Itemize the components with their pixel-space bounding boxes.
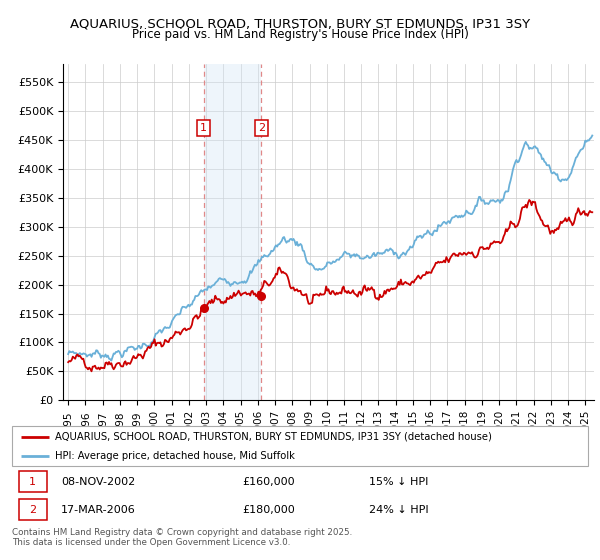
Text: AQUARIUS, SCHOOL ROAD, THURSTON, BURY ST EDMUNDS, IP31 3SY (detached house): AQUARIUS, SCHOOL ROAD, THURSTON, BURY ST…: [55, 432, 492, 442]
Text: 17-MAR-2006: 17-MAR-2006: [61, 505, 136, 515]
Text: Price paid vs. HM Land Registry's House Price Index (HPI): Price paid vs. HM Land Registry's House …: [131, 28, 469, 41]
Text: £180,000: £180,000: [242, 505, 295, 515]
Text: HPI: Average price, detached house, Mid Suffolk: HPI: Average price, detached house, Mid …: [55, 451, 295, 461]
Bar: [19, 499, 47, 520]
Text: 2: 2: [29, 505, 36, 515]
Bar: [19, 471, 47, 492]
Text: 2: 2: [258, 123, 265, 133]
Text: 24% ↓ HPI: 24% ↓ HPI: [369, 505, 429, 515]
Text: AQUARIUS, SCHOOL ROAD, THURSTON, BURY ST EDMUNDS, IP31 3SY: AQUARIUS, SCHOOL ROAD, THURSTON, BURY ST…: [70, 18, 530, 31]
Text: 1: 1: [200, 123, 207, 133]
Text: 1: 1: [29, 477, 36, 487]
Bar: [203, 64, 262, 400]
Text: Contains HM Land Registry data © Crown copyright and database right 2025.
This d: Contains HM Land Registry data © Crown c…: [12, 528, 352, 547]
Text: 15% ↓ HPI: 15% ↓ HPI: [369, 477, 428, 487]
Text: £160,000: £160,000: [242, 477, 295, 487]
Text: 08-NOV-2002: 08-NOV-2002: [61, 477, 135, 487]
